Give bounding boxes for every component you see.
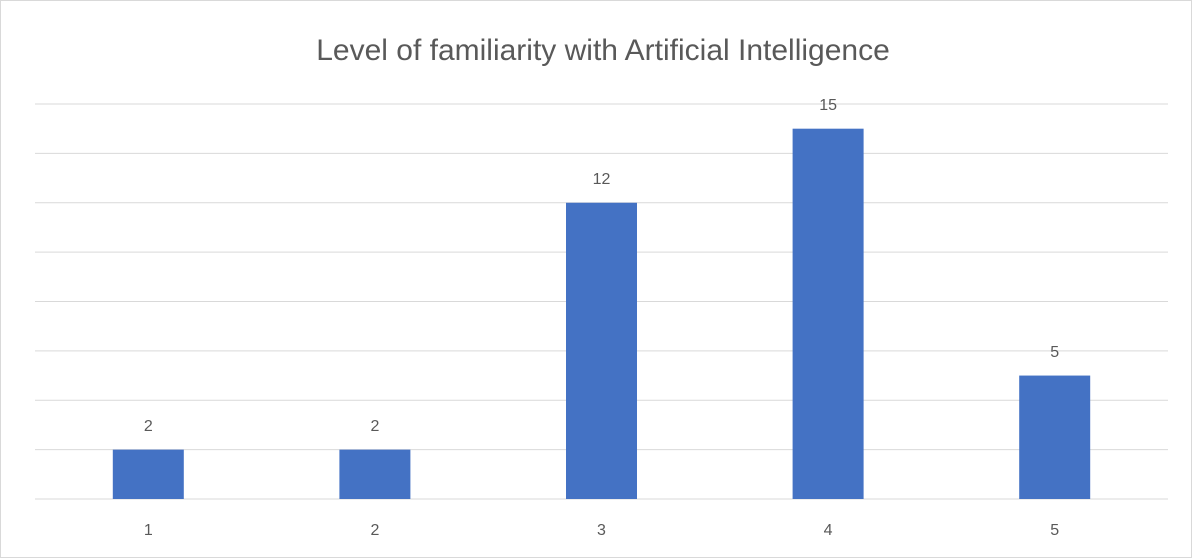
x-tick-label: 4	[824, 522, 833, 539]
bar	[792, 128, 864, 499]
data-label: 5	[1050, 344, 1059, 361]
x-tick-label: 1	[144, 522, 153, 539]
x-tick-label: 3	[597, 522, 606, 539]
x-tick-label: 2	[370, 522, 379, 539]
bar	[112, 449, 184, 499]
x-tick-label: 5	[1050, 522, 1059, 539]
data-label: 2	[144, 418, 153, 435]
data-label: 2	[370, 418, 379, 435]
data-label: 15	[819, 97, 837, 114]
bar	[1019, 375, 1091, 499]
bar	[566, 202, 637, 499]
chart-title: Level of familiarity with Artificial Int…	[316, 34, 890, 67]
bar	[339, 449, 411, 499]
data-label: 12	[593, 171, 611, 188]
